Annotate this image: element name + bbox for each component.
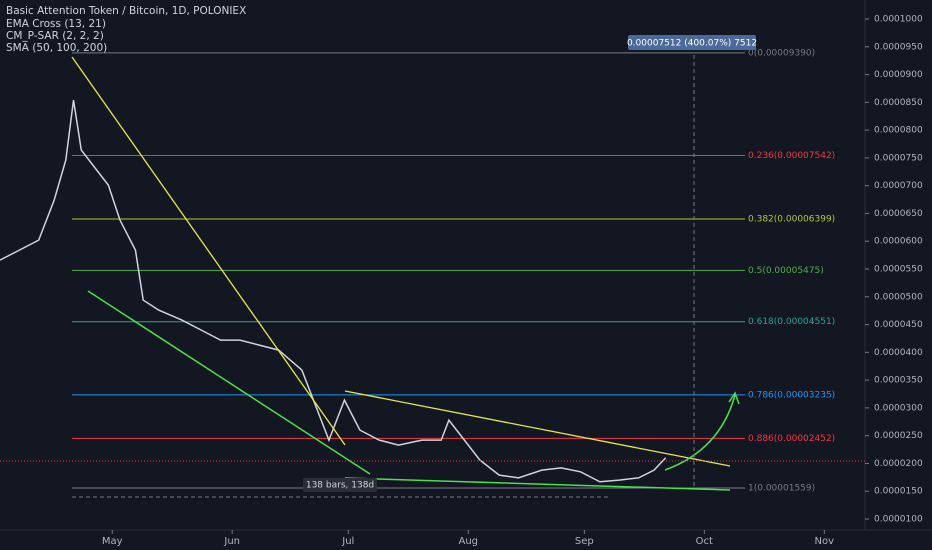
measure-label: 0.00007512 (400.07%) 7512 <box>627 39 757 49</box>
indicator-label: CM_P-SAR (2, 2, 2) <box>6 30 104 42</box>
bars-box <box>303 478 377 492</box>
y-tick-label: 0.0000550 <box>874 265 923 275</box>
trendline <box>344 390 731 467</box>
y-tick-label: 0.0000500 <box>874 292 923 302</box>
x-tick-label: May <box>102 536 123 547</box>
y-tick-label: 0.0000400 <box>874 348 923 358</box>
measure-box <box>628 35 756 50</box>
y-tick-label: 0.0000150 <box>874 487 923 497</box>
trendline <box>344 477 731 491</box>
arrow-head <box>728 391 740 405</box>
y-tick-label: 0.0000850 <box>874 98 923 108</box>
y-tick-label: 0.0000350 <box>874 376 923 386</box>
y-tick-label: 0.0000750 <box>874 153 923 163</box>
indicator-label: SMA (50, 100, 200) <box>6 42 107 54</box>
y-tick-label: 0.0000950 <box>874 42 923 52</box>
x-tick-label: Jul <box>341 536 354 547</box>
y-tick-label: 0.0000450 <box>874 320 923 330</box>
fib-label: 0.236(0.00007542) <box>748 151 835 161</box>
indicator-label: EMA Cross (13, 21) <box>6 18 106 30</box>
chart-title: Basic Attention Token / Bitcoin, 1D, POL… <box>6 5 246 17</box>
fib-label: 0(0.00009390) <box>748 48 815 58</box>
fib-label: 1(0.00001559) <box>748 483 815 493</box>
x-tick-label: Aug <box>458 536 478 547</box>
y-tick-label: 0.0000800 <box>874 126 923 136</box>
x-tick-label: Nov <box>815 536 835 547</box>
trendline <box>87 290 371 475</box>
y-tick-label: 0.0000650 <box>874 209 923 219</box>
x-tick-label: Oct <box>696 536 713 547</box>
y-tick-label: 0.0000300 <box>874 403 923 413</box>
x-tick-label: Sep <box>575 536 594 547</box>
forecast-arrow <box>664 394 736 471</box>
y-tick-label: 0.0000900 <box>874 70 923 80</box>
y-tick-label: 0.0001000 <box>874 15 923 25</box>
fib-label: 0.618(0.00004551) <box>748 317 835 327</box>
x-tick-label: Jun <box>223 536 240 547</box>
y-tick-label: 0.0000600 <box>874 237 923 247</box>
fib-label: 0.786(0.00003235) <box>748 390 835 400</box>
y-tick-label: 0.0000100 <box>874 515 923 525</box>
trendline <box>71 56 346 446</box>
plot: 0(0.00009390) 0.236(0.00007542) 0.382(0.00… <box>0 48 835 493</box>
fib-label: 0.5(0.00005475) <box>748 266 824 276</box>
fib-label: 0.382(0.00006399) <box>748 215 835 225</box>
y-tick-label: 0.0000200 <box>874 459 923 469</box>
fib-label: 0.886(0.00002452) <box>748 434 835 444</box>
y-tick-label: 0.0000700 <box>874 181 923 191</box>
bars-label: 138 bars, 138d <box>306 481 374 491</box>
y-tick-label: 0.0000250 <box>874 431 923 441</box>
